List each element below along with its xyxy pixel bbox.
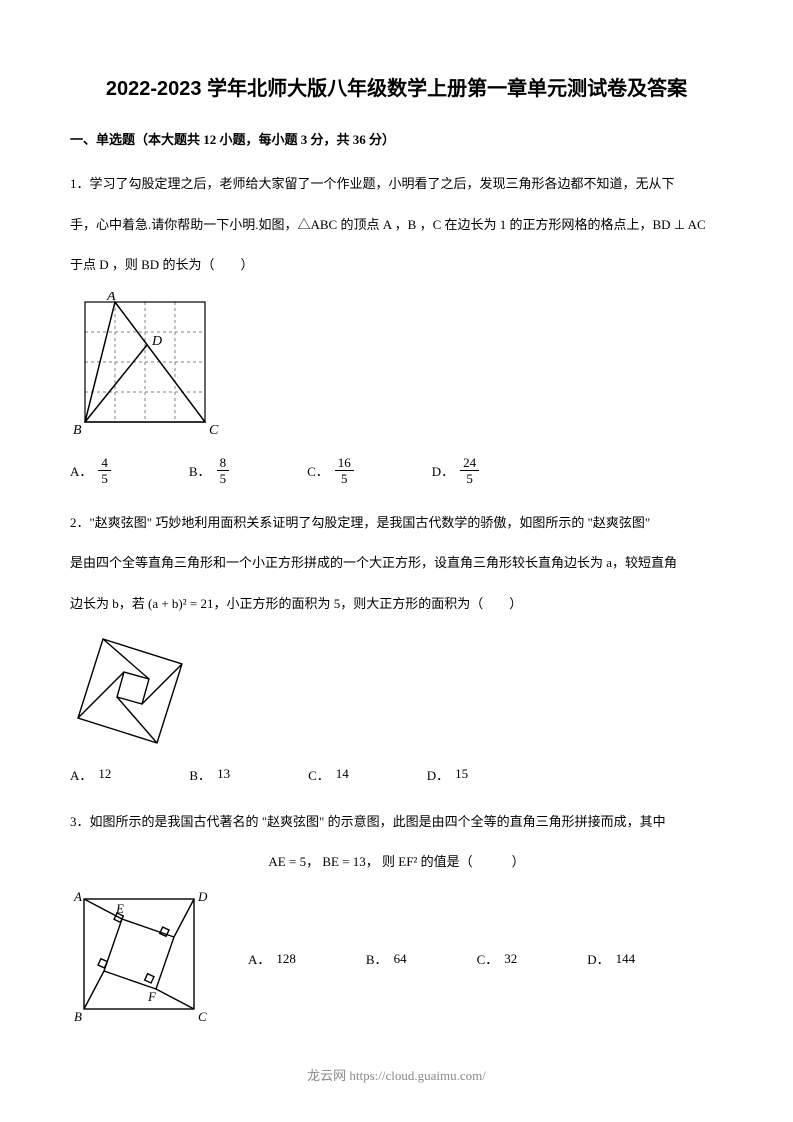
- q2-line2: 是由四个全等直角三角形和一个小正方形拼成的一个大正方形，设直角三角形较长直角边长…: [70, 549, 723, 578]
- label-A: A: [73, 889, 82, 904]
- q3-opt-c: C．32: [477, 949, 518, 968]
- q3-opt-a: A．128: [248, 949, 296, 968]
- frac-num: 4: [98, 456, 111, 471]
- opt-value: 144: [616, 951, 636, 967]
- opt-value: 12: [98, 766, 111, 782]
- q1-opt-c: C． 165: [307, 456, 354, 485]
- q1-opt-b: B． 85: [189, 456, 229, 485]
- q3-line1: 3．如图所示的是我国古代著名的 "赵爽弦图" 的示意图，此图是由四个全等的直角三…: [70, 808, 723, 837]
- opt-label: C．: [307, 461, 329, 480]
- opt-label: B．: [189, 461, 211, 480]
- q2-figure-row: [70, 631, 723, 751]
- frac-den: 5: [341, 471, 348, 485]
- q3-line2: AE = 5， BE = 13， 则 EF² 的值是（ ）: [70, 848, 723, 877]
- frac-den: 5: [101, 471, 108, 485]
- frac-num: 8: [217, 456, 230, 471]
- opt-value: 15: [455, 766, 468, 782]
- label-F: F: [147, 989, 157, 1004]
- q2-opt-d: D．15: [427, 765, 468, 784]
- label-A: A: [106, 292, 116, 304]
- label-C: C: [198, 1009, 207, 1024]
- q1-options: A． 45 B． 85 C． 165 D． 245: [70, 456, 723, 485]
- q2-figure: [70, 631, 190, 751]
- q1-figure: A B C D: [70, 292, 220, 442]
- q3-opt-d: D．144: [587, 949, 635, 968]
- frac-den: 5: [220, 471, 227, 485]
- q3-figure: A D B C E F: [70, 889, 210, 1029]
- q1-line1: 1．学习了勾股定理之后，老师给大家留了一个作业题，小明看了之后，发现三角形各边都…: [70, 170, 723, 199]
- label-D: D: [197, 889, 208, 904]
- q2-opt-c: C．14: [308, 765, 349, 784]
- label-B: B: [74, 1009, 82, 1024]
- frac-num: 24: [460, 456, 479, 471]
- q2-line1: 2．"赵爽弦图" 巧妙地利用面积关系证明了勾股定理，是我国古代数学的骄傲，如图所…: [70, 509, 723, 538]
- opt-label: D．: [432, 461, 454, 480]
- opt-value: 128: [276, 951, 296, 967]
- q3-row: A D B C E F A．128 B．64 C．32 D．144: [70, 889, 723, 1029]
- q1-line3: 于点 D ，则 BD 的长为（ ）: [70, 251, 723, 280]
- frac-num: 16: [335, 456, 354, 471]
- q2-line3: 边长为 b，若 (a + b)² = 21，小正方形的面积为 5，则大正方形的面…: [70, 590, 723, 619]
- label-E: E: [115, 901, 124, 916]
- q1-opt-a: A． 45: [70, 456, 111, 485]
- q3-opt-b: B．64: [366, 949, 407, 968]
- opt-value: 64: [394, 951, 407, 967]
- q1-figure-row: A B C D: [70, 292, 723, 442]
- footer-watermark: 龙云网 https://cloud.guaimu.com/: [0, 1065, 793, 1084]
- opt-value: 14: [336, 766, 349, 782]
- label-C: C: [209, 423, 219, 438]
- q2-opt-a: A．12: [70, 765, 111, 784]
- frac-den: 5: [466, 471, 473, 485]
- opt-label: A．: [70, 461, 92, 480]
- label-D: D: [151, 334, 162, 349]
- label-B: B: [73, 423, 82, 438]
- opt-value: 32: [504, 951, 517, 967]
- q2-options: A．12 B．13 C．14 D．15: [70, 765, 723, 784]
- q2-opt-b: B．13: [189, 765, 230, 784]
- q1-opt-d: D． 245: [432, 456, 479, 485]
- opt-value: 13: [217, 766, 230, 782]
- section-header: 一、单选题（本大题共 12 小题，每小题 3 分，共 36 分）: [70, 129, 723, 148]
- page-title: 2022-2023 学年北师大版八年级数学上册第一章单元测试卷及答案: [70, 72, 723, 101]
- q3-options: A．128 B．64 C．32 D．144: [248, 949, 723, 968]
- q1-line2: 手，心中着急.请你帮助一下小明.如图，△ABC 的顶点 A ，B ，C 在边长为…: [70, 211, 723, 240]
